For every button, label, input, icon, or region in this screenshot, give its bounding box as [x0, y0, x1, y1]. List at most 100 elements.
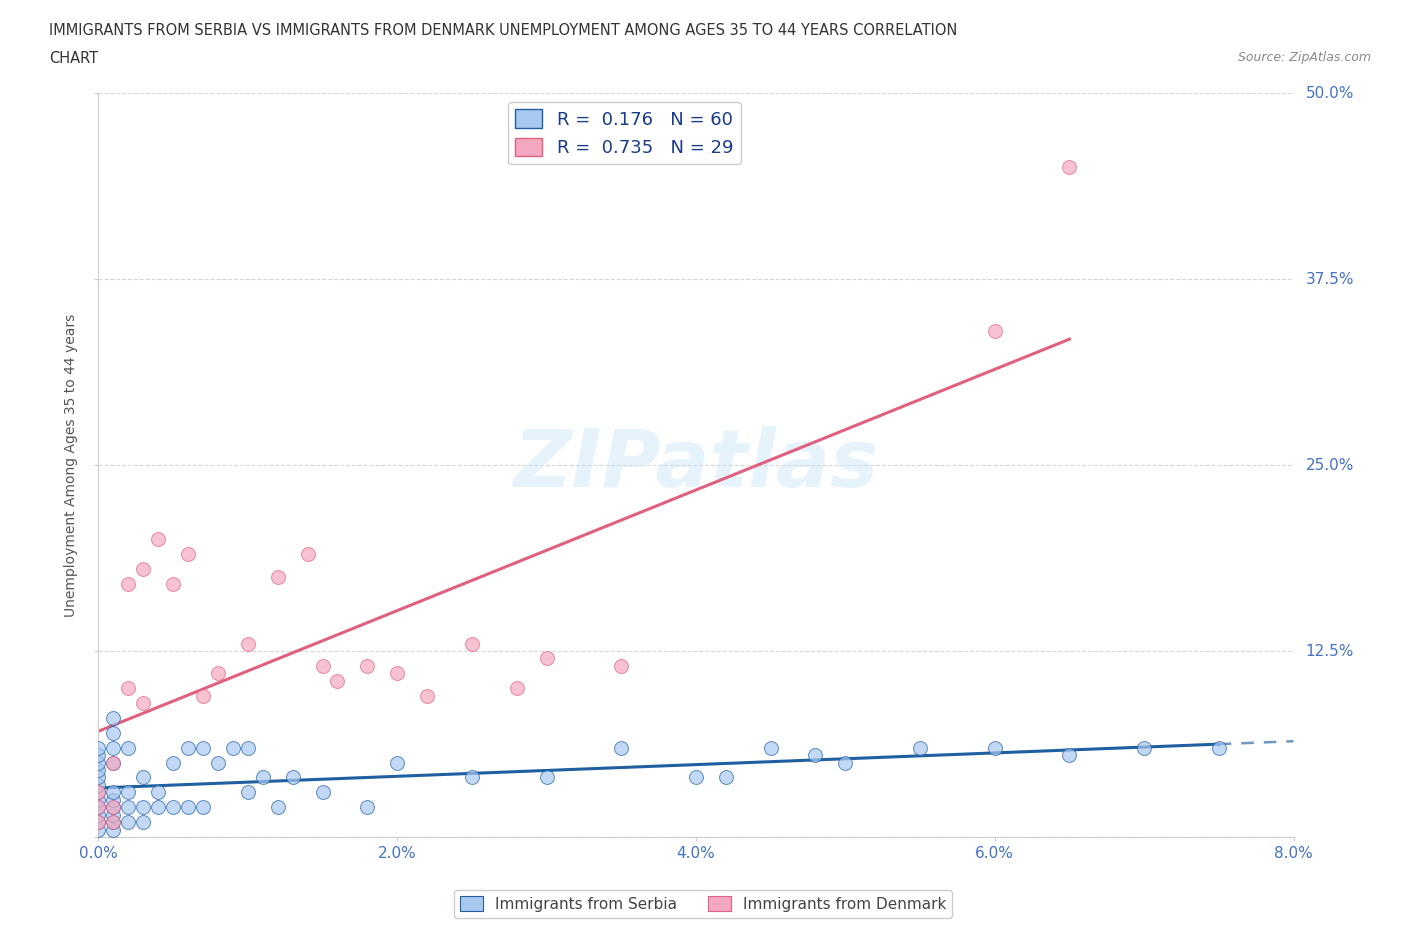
Point	[207, 755, 229, 770]
Text: CHART: CHART	[49, 51, 98, 66]
Point	[132, 696, 155, 711]
Point	[87, 785, 110, 800]
Point	[610, 740, 633, 755]
Point	[103, 711, 125, 725]
Point	[714, 770, 737, 785]
Point	[87, 770, 110, 785]
Point	[356, 800, 378, 815]
Point	[162, 577, 184, 591]
Point	[103, 800, 125, 815]
Point	[103, 815, 125, 830]
Point	[326, 673, 349, 688]
Text: 37.5%: 37.5%	[1305, 272, 1354, 286]
Text: 25.0%: 25.0%	[1305, 458, 1354, 472]
Point	[252, 770, 274, 785]
Point	[759, 740, 782, 755]
Point	[87, 792, 110, 807]
Point	[132, 770, 155, 785]
Point	[117, 800, 139, 815]
Point	[87, 755, 110, 770]
Point	[162, 800, 184, 815]
Point	[87, 763, 110, 777]
Point	[461, 770, 484, 785]
Point	[536, 651, 558, 666]
Point	[222, 740, 245, 755]
Point	[117, 740, 139, 755]
Point	[177, 547, 200, 562]
Point	[416, 688, 439, 703]
Point	[685, 770, 707, 785]
Point	[908, 740, 931, 755]
Point	[356, 658, 378, 673]
Point	[834, 755, 856, 770]
Point	[87, 822, 110, 837]
Point	[87, 815, 110, 830]
Point	[87, 807, 110, 822]
Point	[87, 800, 110, 815]
Point	[236, 740, 259, 755]
Point	[461, 636, 484, 651]
Point	[87, 800, 110, 815]
Point	[177, 800, 200, 815]
Point	[103, 725, 125, 740]
Point	[117, 577, 139, 591]
Point	[132, 815, 155, 830]
Legend: Immigrants from Serbia, Immigrants from Denmark: Immigrants from Serbia, Immigrants from …	[454, 889, 952, 918]
Text: IMMIGRANTS FROM SERBIA VS IMMIGRANTS FROM DENMARK UNEMPLOYMENT AMONG AGES 35 TO : IMMIGRANTS FROM SERBIA VS IMMIGRANTS FRO…	[49, 23, 957, 38]
Point	[103, 822, 125, 837]
Point	[87, 815, 110, 830]
Point	[162, 755, 184, 770]
Y-axis label: Unemployment Among Ages 35 to 44 years: Unemployment Among Ages 35 to 44 years	[65, 313, 79, 617]
Point	[148, 800, 170, 815]
Point	[610, 658, 633, 673]
Point	[103, 785, 125, 800]
Point	[87, 748, 110, 763]
Point	[103, 755, 125, 770]
Text: ZIPatlas: ZIPatlas	[513, 426, 879, 504]
Point	[1059, 748, 1081, 763]
Point	[103, 792, 125, 807]
Point	[191, 740, 214, 755]
Point	[191, 688, 214, 703]
Text: 50.0%: 50.0%	[1305, 86, 1354, 100]
Point	[506, 681, 529, 696]
Point	[117, 681, 139, 696]
Point	[103, 807, 125, 822]
Legend: R =  0.176   N = 60, R =  0.735   N = 29: R = 0.176 N = 60, R = 0.735 N = 29	[508, 102, 741, 165]
Point	[117, 785, 139, 800]
Point	[1133, 740, 1156, 755]
Point	[103, 740, 125, 755]
Point	[536, 770, 558, 785]
Point	[87, 777, 110, 792]
Point	[87, 785, 110, 800]
Point	[103, 815, 125, 830]
Point	[117, 815, 139, 830]
Point	[385, 666, 409, 681]
Point	[297, 547, 319, 562]
Text: Source: ZipAtlas.com: Source: ZipAtlas.com	[1237, 51, 1371, 64]
Point	[281, 770, 304, 785]
Point	[148, 785, 170, 800]
Point	[1059, 160, 1081, 175]
Point	[385, 755, 409, 770]
Point	[983, 740, 1005, 755]
Point	[267, 569, 290, 584]
Point	[87, 740, 110, 755]
Point	[103, 755, 125, 770]
Point	[132, 562, 155, 577]
Point	[177, 740, 200, 755]
Point	[236, 636, 259, 651]
Point	[236, 785, 259, 800]
Point	[103, 800, 125, 815]
Point	[267, 800, 290, 815]
Point	[207, 666, 229, 681]
Text: 12.5%: 12.5%	[1305, 644, 1354, 658]
Point	[132, 800, 155, 815]
Point	[1208, 740, 1230, 755]
Point	[148, 532, 170, 547]
Point	[804, 748, 827, 763]
Point	[311, 658, 333, 673]
Point	[311, 785, 333, 800]
Point	[983, 324, 1005, 339]
Point	[191, 800, 214, 815]
